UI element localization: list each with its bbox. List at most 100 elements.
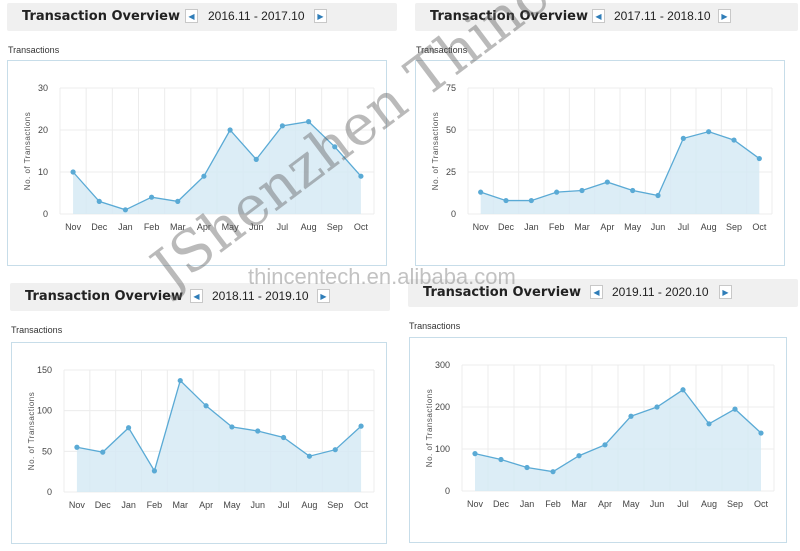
x-tick-label: Oct: [354, 222, 369, 232]
x-tick-label: Mar: [574, 222, 590, 232]
transactions-chart: 0 10 20 30 No. of Transactions Nov Dec Jan Feb Ma…: [23, 83, 375, 232]
x-tick-label: Jan: [118, 222, 133, 232]
next-range-button[interactable]: ▶: [314, 9, 327, 23]
x-tick-label: Apr: [600, 222, 614, 232]
prev-range-button[interactable]: ◀: [190, 289, 203, 303]
x-tick-label: Nov: [65, 222, 82, 232]
next-range-button[interactable]: ▶: [718, 9, 731, 23]
x-tick-label: Apr: [199, 500, 213, 510]
x-tick-label: Nov: [69, 500, 86, 510]
data-point: [680, 387, 686, 393]
series-area: [480, 131, 760, 214]
data-point: [125, 425, 132, 431]
prev-range-button[interactable]: ◀: [592, 9, 605, 23]
chart-caption: Transactions: [409, 321, 461, 331]
x-tick-label: Oct: [754, 499, 769, 509]
next-range-button[interactable]: ▶: [719, 285, 732, 299]
data-point: [550, 469, 556, 475]
data-point: [74, 444, 80, 450]
x-tick-label: May: [222, 222, 240, 232]
data-point: [201, 173, 207, 179]
data-point: [227, 127, 233, 133]
y-tick-label: 100: [435, 444, 450, 454]
chart-caption: Transactions: [11, 325, 63, 335]
data-point: [151, 468, 158, 474]
data-point: [175, 198, 181, 204]
x-tick-label: Dec: [91, 222, 108, 232]
transactions-chart: 0 100 200 300 No. of Transactions Nov Dec Jan Fe…: [425, 360, 775, 509]
data-point: [758, 430, 764, 436]
x-tick-label: Nov: [467, 499, 484, 509]
prev-range-button[interactable]: ◀: [185, 9, 198, 23]
chevron-right-icon: ▶: [320, 292, 327, 301]
panel-title: Transaction Overview: [25, 289, 183, 304]
transactions-chart: 0 25 50 75 No. of Transactions Nov Dec Jan Feb Ma…: [431, 83, 773, 232]
series-line: [480, 131, 760, 202]
data-point: [680, 135, 686, 141]
x-tick-label: Feb: [147, 500, 163, 510]
x-tick-label: Jul: [677, 499, 689, 509]
chart-container: 0 25 50 75 No. of Transactions Nov Dec Jan Feb Ma…: [415, 60, 785, 266]
chevron-left-icon: ◀: [595, 12, 602, 21]
y-tick-label: 0: [47, 487, 52, 497]
y-tick-label: 50: [446, 125, 456, 135]
x-tick-label: Aug: [301, 500, 317, 510]
data-point: [96, 198, 102, 204]
x-tick-label: Apr: [598, 499, 612, 509]
next-range-button[interactable]: ▶: [317, 289, 330, 303]
data-point: [706, 129, 712, 135]
data-point: [306, 453, 313, 459]
data-point: [731, 137, 737, 143]
chart-container: 0 100 200 300 No. of Transactions Nov Dec Jan Fe…: [409, 337, 787, 543]
series-area: [475, 389, 761, 491]
data-point: [280, 434, 287, 441]
x-tick-label: Jul: [277, 222, 289, 232]
date-range-label: 2018.11 - 2019.10: [212, 289, 309, 303]
data-point: [100, 449, 106, 455]
series-line: [474, 388, 762, 473]
data-point: [332, 447, 338, 453]
data-point: [305, 119, 312, 125]
data-point: [478, 189, 484, 195]
y-tick-label: 300: [435, 360, 450, 370]
x-tick-label: Jun: [250, 500, 265, 510]
data-point: [472, 451, 478, 457]
y-tick-label: 100: [37, 406, 52, 416]
date-range-label: 2019.11 - 2020.10: [612, 285, 709, 299]
data-point: [332, 144, 338, 150]
data-point: [655, 192, 661, 199]
y-tick-label: 200: [435, 402, 450, 412]
y-axis-label: No. of Transactions: [425, 389, 434, 467]
panel-header: Transaction Overview ◀ 2016.11 - 2017.10…: [7, 3, 397, 31]
x-tick-label: Mar: [170, 222, 186, 232]
panel-header: Transaction Overview ◀ 2019.11 - 2020.10…: [408, 279, 798, 307]
y-axis-label: No. of Transactions: [23, 112, 32, 190]
chart-container: 0 10 20 30 No. of Transactions Nov Dec Jan Feb Ma…: [7, 60, 387, 266]
y-tick-label: 10: [38, 167, 48, 177]
x-tick-label: Feb: [545, 499, 561, 509]
x-tick-label: Jul: [678, 222, 690, 232]
x-tick-label: Sep: [327, 500, 343, 510]
data-point: [602, 442, 608, 448]
x-tick-label: Jun: [249, 222, 264, 232]
data-point: [503, 197, 509, 204]
x-tick-label: Sep: [727, 499, 743, 509]
data-point: [253, 156, 259, 162]
x-tick-label: Feb: [549, 222, 565, 232]
y-tick-label: 20: [38, 125, 48, 135]
x-tick-label: Jun: [651, 222, 666, 232]
y-tick-label: 25: [446, 167, 456, 177]
panel-header: Transaction Overview ◀ 2017.11 - 2018.10…: [415, 3, 798, 31]
x-tick-label: Sep: [327, 222, 343, 232]
panel-title: Transaction Overview: [22, 9, 180, 24]
x-tick-label: May: [624, 222, 642, 232]
prev-range-button[interactable]: ◀: [590, 285, 603, 299]
transactions-chart: 0 50 100 150 No. of Transactions Nov Dec Jan Feb…: [27, 365, 375, 510]
x-tick-label: Nov: [473, 222, 490, 232]
data-point: [498, 456, 504, 463]
x-tick-label: Aug: [701, 499, 717, 509]
data-point: [628, 413, 634, 419]
series-area: [73, 121, 361, 214]
x-tick-label: Aug: [701, 222, 717, 232]
data-point: [604, 179, 610, 185]
